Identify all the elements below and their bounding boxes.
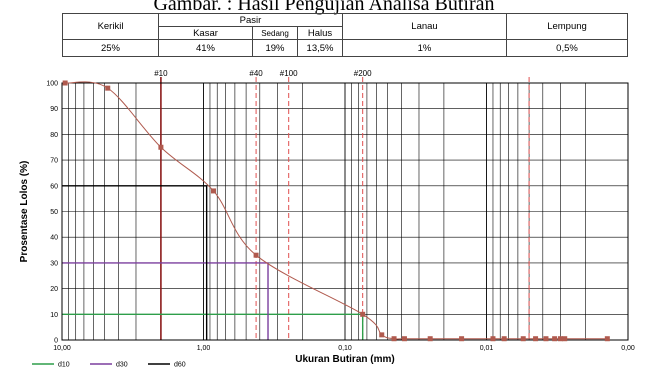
sieve-label: #200 bbox=[354, 69, 372, 78]
header-kasar: Kasar bbox=[158, 26, 253, 40]
x-tick-label: 10,00 bbox=[53, 345, 71, 352]
y-tick-label: 60 bbox=[50, 183, 58, 190]
value-sedang: 19% bbox=[252, 39, 298, 57]
data-point bbox=[533, 336, 539, 342]
value-lempung: 0,5% bbox=[506, 39, 628, 57]
header-sedang: Sedang bbox=[252, 26, 298, 40]
data-point bbox=[427, 336, 433, 342]
grain-size-table: Kerikil Pasir Lanau Lempung Kasar Sedang… bbox=[62, 13, 628, 57]
data-point bbox=[158, 144, 164, 150]
x-axis-title: Ukuran Butiran (mm) bbox=[295, 354, 394, 365]
reference-line-d60 bbox=[62, 185, 208, 340]
y-tick-label: 70 bbox=[50, 158, 58, 165]
data-point bbox=[562, 336, 568, 342]
x-tick-label: 1,00 bbox=[197, 345, 211, 352]
y-tick-label: 80 bbox=[50, 132, 58, 139]
value-kasar: 41% bbox=[158, 39, 253, 57]
legend-label: d30 bbox=[116, 362, 128, 369]
y-tick-label: 0 bbox=[54, 338, 58, 345]
header-pasir: Pasir bbox=[158, 13, 343, 27]
data-point bbox=[360, 311, 366, 317]
value-lanau: 1% bbox=[342, 39, 507, 57]
data-point bbox=[520, 336, 526, 342]
data-point bbox=[379, 332, 385, 338]
y-tick-label: 100 bbox=[46, 81, 58, 88]
data-point bbox=[459, 336, 465, 342]
x-tick-label: 0,01 bbox=[480, 345, 494, 352]
legend-label: d60 bbox=[174, 362, 186, 369]
x-tick-label: 0,00 bbox=[621, 345, 635, 352]
reference-line-d30 bbox=[62, 262, 269, 340]
sieve-label: #40 bbox=[249, 69, 263, 78]
y-tick-label: 10 bbox=[50, 312, 58, 319]
x-tick-label: 0,10 bbox=[338, 345, 352, 352]
data-point bbox=[210, 188, 216, 194]
header-lempung: Lempung bbox=[506, 13, 628, 40]
data-point bbox=[604, 336, 610, 342]
y-tick-label: 90 bbox=[50, 106, 58, 113]
y-tick-label: 50 bbox=[50, 209, 58, 216]
value-halus: 13,5% bbox=[297, 39, 343, 57]
data-point bbox=[253, 252, 259, 258]
data-point bbox=[490, 336, 496, 342]
figure-caption: Gambar. : Hasil Pengujian Analisa Butira… bbox=[153, 0, 495, 15]
data-point bbox=[557, 336, 563, 342]
data-point bbox=[543, 336, 549, 342]
plot-frame bbox=[61, 82, 629, 341]
value-kerikil: 25% bbox=[62, 39, 159, 57]
y-tick-label: 40 bbox=[50, 235, 58, 242]
data-point bbox=[391, 336, 397, 342]
data-point bbox=[105, 85, 111, 91]
data-point bbox=[62, 80, 68, 86]
header-halus: Halus bbox=[297, 26, 343, 40]
legend-label: d10 bbox=[58, 362, 70, 369]
data-point bbox=[501, 336, 507, 342]
y-tick-label: 20 bbox=[50, 286, 58, 293]
header-lanau: Lanau bbox=[342, 13, 507, 40]
grain-size-chart: 0 10 20 30 40 50 60 70 80 90 100 #10 #40 #100 #200 10,0… bbox=[19, 69, 635, 369]
sieve-label: #100 bbox=[280, 69, 298, 78]
header-kerikil: Kerikil bbox=[62, 13, 159, 40]
sieve-label: #10 bbox=[154, 69, 168, 78]
data-point bbox=[401, 336, 407, 342]
y-axis-title: Prosentase Lolos (%) bbox=[19, 161, 30, 263]
y-tick-label: 30 bbox=[50, 260, 58, 267]
data-point bbox=[552, 336, 558, 342]
